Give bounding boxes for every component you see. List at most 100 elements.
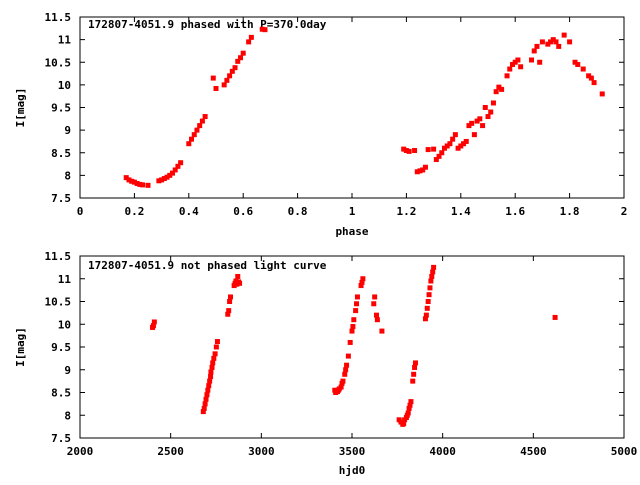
data-point [226,308,232,314]
x-tick-label: 0 [77,205,84,218]
x-tick-label: 1 [349,205,356,218]
x-tick-label: 0.8 [288,205,308,218]
data-point [504,73,510,79]
data-point [422,316,428,322]
data-point [371,301,377,307]
data-point [372,294,378,300]
data-point [493,89,499,95]
data-point [422,164,428,170]
data-point [507,66,513,72]
data-point [360,276,366,282]
y-tick-label: 10.5 [45,56,72,69]
data-point [436,153,442,159]
x-tick-label: 0.6 [233,205,253,218]
data-point [586,73,592,79]
data-point [206,383,212,389]
data-point [186,141,192,147]
data-point [358,283,364,289]
data-point [431,264,437,270]
data-point [490,100,496,106]
data-point [137,181,143,187]
data-point [229,68,235,74]
data-point [150,323,156,329]
data-point [534,43,540,49]
data-point [344,362,350,368]
data-point [156,178,162,184]
x-axis-label: phase [335,225,368,238]
plot-panel-2: 2000 2500 3000 3500 4000 4500 5000 7.5 8 8.5 9 9.5 1… [14,250,637,477]
data-point [225,311,231,317]
data-point [224,77,230,83]
data-point [262,27,268,33]
data-point [228,294,234,300]
data-point [414,169,420,175]
data-point [208,369,214,375]
data-point [548,39,554,45]
data-point [480,123,486,129]
data-point [227,299,233,304]
data-point [496,84,502,90]
data-point [552,314,558,320]
data-point [191,132,197,138]
data-point [539,39,545,45]
data-point [134,181,140,187]
data-point [488,109,494,115]
data-point [455,145,461,151]
x-tick-label: 0.2 [124,205,144,218]
data-point [210,75,216,81]
x-tick-label: 0.4 [179,205,199,218]
data-point [237,55,243,61]
data-point [203,396,209,402]
data-point [123,175,129,181]
data-point [354,301,360,307]
data-point [145,182,151,188]
x-axis-label: hjd0 [339,464,366,477]
data-point [477,116,483,122]
data-point [373,312,379,318]
data-point [406,405,412,411]
data-point [452,132,458,138]
y-tick-label: 8 [64,409,71,422]
data-series [150,264,558,427]
data-point [412,147,418,153]
data-point [211,355,217,361]
data-point [599,91,605,97]
y-tick-label: 10.5 [45,296,72,309]
x-tick-label: 5000 [611,445,638,458]
data-point [550,37,556,43]
data-point [411,371,417,377]
data-point [201,405,207,411]
data-point [208,374,214,380]
data-point [591,80,597,86]
data-point [515,57,521,63]
data-point [232,65,238,71]
data-point [417,168,423,174]
data-point [439,150,445,156]
data-point [450,136,456,142]
data-point [575,62,581,68]
data-point [161,176,167,182]
data-point [425,147,431,153]
x-tick-label: 3500 [339,445,366,458]
data-point [189,136,195,142]
data-point [338,384,344,390]
y-tick-label: 8.5 [51,387,71,400]
data-point [427,285,433,291]
data-point [347,339,353,345]
x-tick-label: 1.8 [560,205,580,218]
data-point [379,328,385,334]
y-tick-label: 7.5 [51,432,71,445]
data-point [221,82,227,88]
data-point [169,170,175,176]
data-point [178,160,184,166]
data-point [140,182,146,188]
data-point [197,123,203,129]
data-point [405,410,411,416]
data-point [213,85,219,91]
data-point [580,66,586,72]
data-point [469,120,475,126]
data-point [131,179,137,185]
data-point [485,114,491,120]
